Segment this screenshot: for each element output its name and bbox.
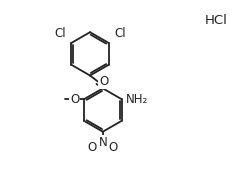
Text: O: O	[88, 141, 97, 154]
Text: NH₂: NH₂	[126, 93, 148, 106]
Text: Cl: Cl	[54, 27, 66, 40]
Text: N: N	[98, 136, 107, 149]
Text: O: O	[99, 75, 108, 88]
Text: HCl: HCl	[205, 14, 228, 27]
Text: O: O	[108, 141, 118, 154]
Text: O: O	[70, 93, 79, 106]
Text: Cl: Cl	[114, 27, 126, 40]
